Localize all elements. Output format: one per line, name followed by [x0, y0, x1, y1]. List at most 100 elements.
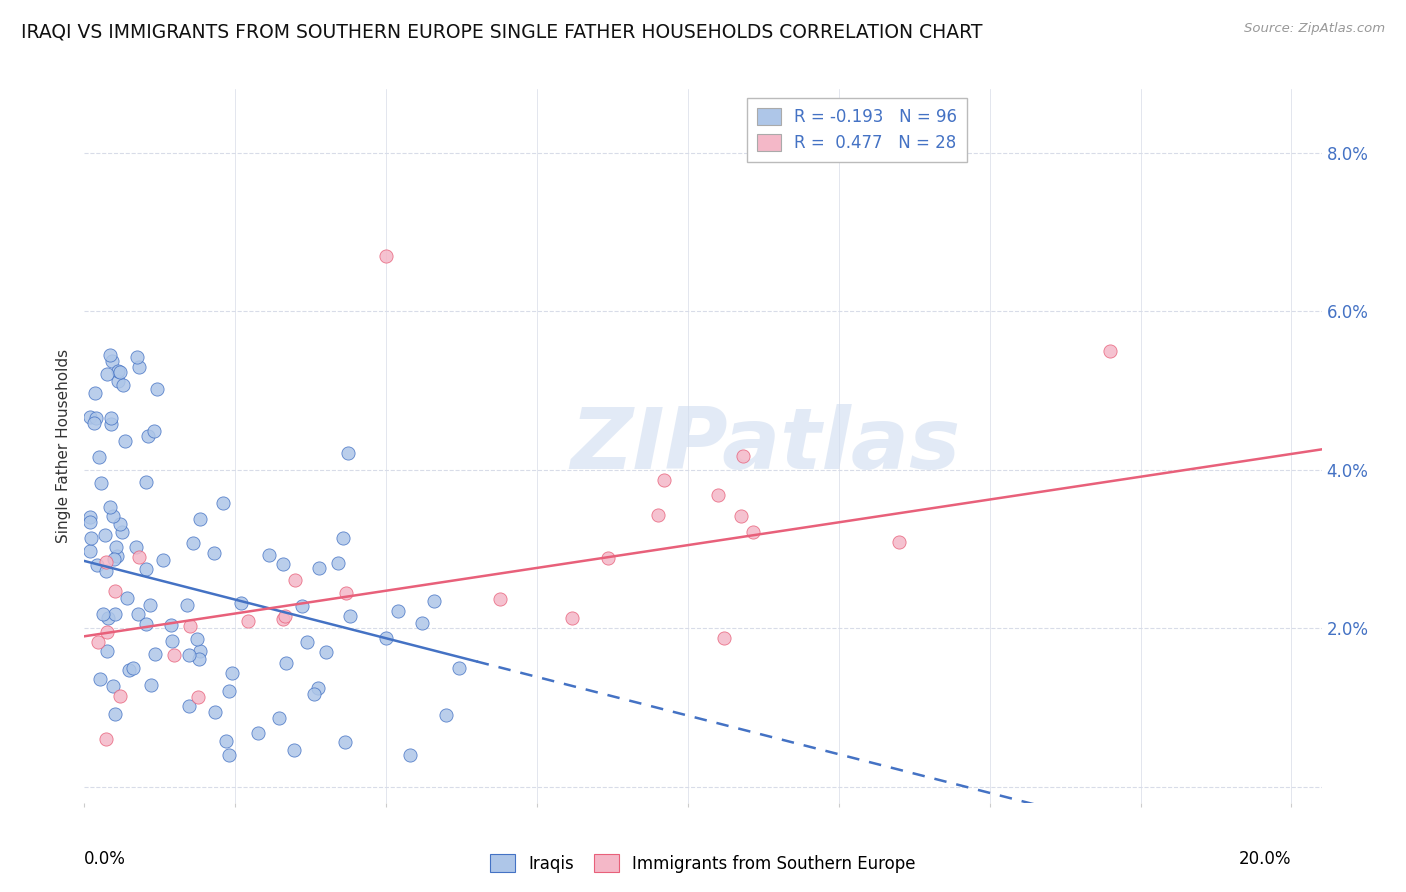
- Point: [136, 429, 159, 443]
- Point: [889, 534, 911, 549]
- Point: [160, 633, 183, 648]
- Point: [336, 446, 359, 460]
- Point: [246, 725, 269, 739]
- Point: [447, 661, 470, 675]
- Point: [111, 524, 134, 539]
- Point: [104, 706, 127, 721]
- Point: [291, 599, 314, 614]
- Point: [94, 731, 117, 746]
- Point: [181, 535, 204, 549]
- Text: ZIPatlas: ZIPatlas: [569, 404, 960, 488]
- Point: [108, 516, 131, 531]
- Point: [125, 351, 148, 365]
- Point: [375, 249, 398, 263]
- Point: [104, 583, 127, 598]
- Point: [332, 531, 354, 545]
- Point: [731, 449, 754, 463]
- Point: [436, 708, 458, 723]
- Point: [79, 516, 101, 530]
- Point: [96, 624, 118, 639]
- Point: [90, 476, 112, 491]
- Point: [107, 374, 129, 388]
- Point: [103, 680, 125, 694]
- Point: [100, 410, 122, 425]
- Point: [713, 631, 735, 645]
- Point: [96, 564, 118, 578]
- Point: [98, 347, 121, 361]
- Point: [177, 699, 200, 714]
- Point: [188, 512, 211, 526]
- Point: [89, 673, 111, 687]
- Point: [202, 546, 225, 560]
- Point: [96, 368, 118, 382]
- Point: [1099, 343, 1122, 358]
- Point: [117, 591, 139, 605]
- Text: 0.0%: 0.0%: [84, 850, 127, 869]
- Point: [96, 610, 118, 624]
- Point: [114, 434, 136, 448]
- Point: [152, 553, 174, 567]
- Point: [647, 508, 669, 522]
- Point: [105, 549, 128, 563]
- Point: [269, 711, 291, 725]
- Point: [411, 615, 433, 630]
- Point: [79, 544, 101, 558]
- Point: [108, 365, 131, 379]
- Point: [100, 417, 122, 431]
- Point: [179, 619, 201, 633]
- Point: [160, 617, 183, 632]
- Point: [274, 609, 297, 624]
- Point: [238, 614, 260, 628]
- Point: [308, 560, 330, 574]
- Point: [80, 531, 103, 545]
- Point: [215, 733, 238, 747]
- Point: [257, 548, 280, 562]
- Point: [326, 556, 349, 570]
- Point: [561, 611, 583, 625]
- Point: [335, 586, 357, 600]
- Point: [221, 666, 243, 681]
- Point: [79, 409, 101, 424]
- Legend: Iraqis, Immigrants from Southern Europe: Iraqis, Immigrants from Southern Europe: [484, 847, 922, 880]
- Legend: R = -0.193   N = 96, R =  0.477   N = 28: R = -0.193 N = 96, R = 0.477 N = 28: [747, 97, 967, 162]
- Point: [128, 549, 150, 564]
- Text: Source: ZipAtlas.com: Source: ZipAtlas.com: [1244, 22, 1385, 36]
- Point: [107, 364, 129, 378]
- Point: [218, 684, 240, 698]
- Point: [271, 558, 294, 572]
- Point: [141, 678, 163, 692]
- Point: [86, 634, 108, 648]
- Point: [177, 648, 200, 662]
- Point: [315, 645, 337, 659]
- Point: [135, 475, 157, 489]
- Point: [135, 617, 157, 632]
- Point: [146, 382, 169, 396]
- Point: [98, 500, 121, 514]
- Point: [652, 473, 675, 487]
- Point: [125, 540, 148, 554]
- Point: [135, 562, 157, 576]
- Point: [399, 748, 422, 763]
- Point: [375, 631, 398, 645]
- Point: [187, 690, 209, 704]
- Point: [111, 377, 134, 392]
- Point: [94, 555, 117, 569]
- Point: [108, 689, 131, 703]
- Point: [387, 604, 409, 618]
- Point: [186, 632, 208, 647]
- Point: [79, 510, 101, 524]
- Point: [218, 748, 240, 763]
- Point: [104, 540, 127, 554]
- Point: [128, 360, 150, 375]
- Point: [730, 509, 752, 524]
- Point: [742, 524, 765, 539]
- Point: [190, 644, 212, 658]
- Point: [302, 687, 325, 701]
- Point: [284, 573, 307, 587]
- Point: [707, 488, 730, 502]
- Point: [103, 509, 125, 524]
- Point: [229, 596, 252, 610]
- Point: [86, 558, 108, 572]
- Point: [339, 609, 361, 624]
- Point: [163, 648, 186, 663]
